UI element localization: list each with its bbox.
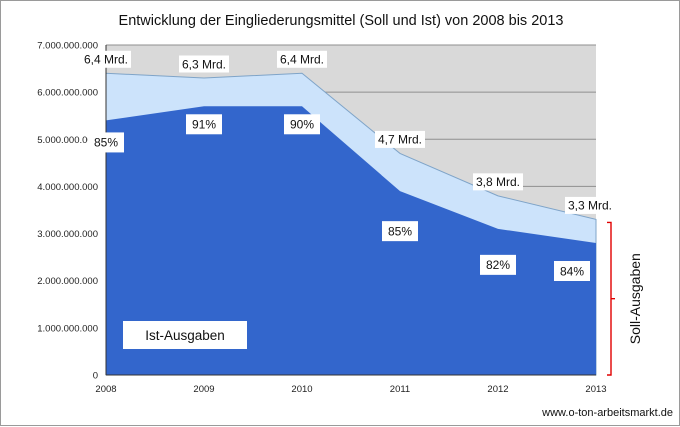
- ist-percent-label: 84%: [560, 264, 584, 278]
- y-tick-label: 6.000.000.000: [37, 88, 98, 99]
- ist-percent-label-box: [554, 261, 590, 281]
- ist-percent-label-box: [186, 114, 222, 135]
- ist-percent-label-box: [480, 254, 516, 275]
- soll-value-label-box: [473, 173, 523, 191]
- soll-value-label: 6,4 Mrd.: [280, 53, 324, 67]
- x-tick-label: 2012: [487, 384, 508, 395]
- y-tick-label: 2.000.000.000: [37, 276, 98, 287]
- soll-value-label: 6,4 Mrd.: [84, 53, 128, 67]
- chart-title: Entwicklung der Eingliederungsmittel (So…: [119, 13, 564, 29]
- soll-value-label-box: [375, 130, 425, 148]
- soll-value-label-box: [277, 50, 327, 68]
- ist-percent-label-box: [284, 114, 320, 135]
- x-tick-label: 2009: [193, 384, 214, 395]
- y-tick-label: 0: [93, 371, 98, 382]
- y-tick-label: 4.000.000.000: [37, 182, 98, 193]
- ist-percent-label: 82%: [486, 258, 510, 272]
- ist-percent-label: 85%: [388, 224, 412, 238]
- x-tick-label: 2010: [291, 384, 312, 395]
- soll-bracket: [607, 221, 615, 376]
- ist-percent-label: 90%: [290, 118, 314, 132]
- ist-percent-label: 85%: [94, 136, 118, 150]
- soll-value-label: 3,8 Mrd.: [476, 175, 520, 189]
- ist-ausgaben-label: Ist-Ausgaben: [145, 328, 225, 343]
- soll-value-label: 4,7 Mrd.: [378, 133, 422, 147]
- soll-value-label: 3,3 Mrd.: [568, 199, 612, 213]
- soll-value-label-box: [565, 196, 615, 214]
- soll-value-label-box: [81, 50, 131, 68]
- ist-area: [106, 106, 596, 376]
- soll-value-label: 6,3 Mrd.: [182, 57, 226, 71]
- x-tick-label: 2013: [585, 384, 606, 395]
- ist-percent-label-box: [382, 221, 418, 242]
- ist-ausgaben-box: [123, 321, 247, 349]
- x-tick-label: 2008: [95, 384, 116, 395]
- y-tick-label: 7.000.000.000: [37, 41, 98, 52]
- soll-value-label-box: [179, 55, 229, 73]
- y-tick-label: 3.000.000.000: [37, 229, 98, 240]
- y-tick-label: 1.000.000.000: [37, 323, 98, 334]
- ist-percent-label: 91%: [192, 118, 216, 132]
- soll-ausgaben-label: Soll-Ausgaben: [627, 253, 643, 344]
- x-tick-label: 2011: [390, 384, 410, 395]
- source-url: www.o-ton-arbeitsmarkt.de: [541, 407, 673, 419]
- ist-percent-label-box: [88, 132, 124, 153]
- plot-area: 0 1.000.000.000 2.000.000.000 3.000.000.000…: [37, 41, 615, 395]
- y-tick-label: 5.000.000.000: [37, 135, 98, 146]
